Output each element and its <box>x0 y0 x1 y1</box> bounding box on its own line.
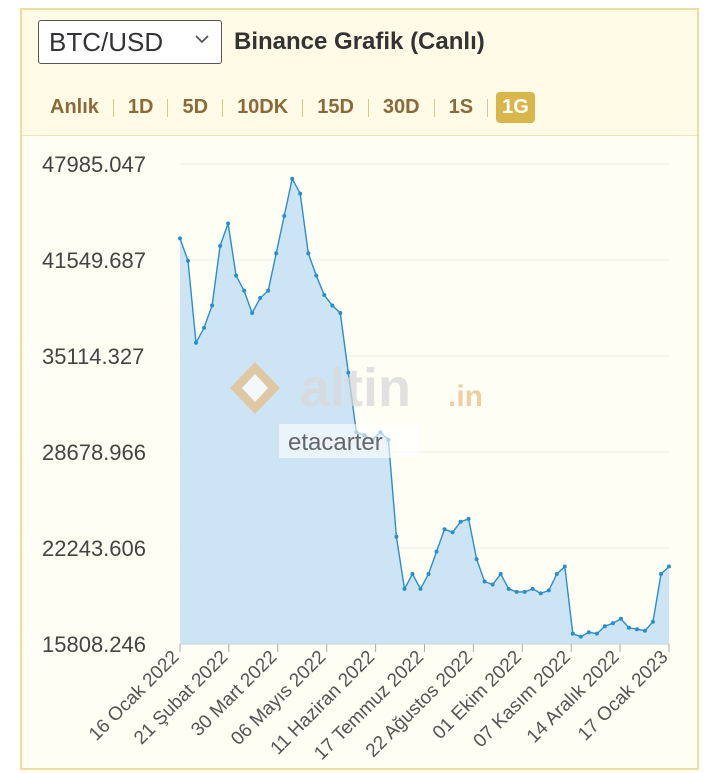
data-point <box>618 616 623 621</box>
chevron-down-icon <box>195 35 209 44</box>
data-point <box>226 221 231 226</box>
pair-select[interactable]: BTC/USD <box>38 20 222 64</box>
data-point <box>330 303 335 308</box>
data-point <box>250 310 255 315</box>
data-point <box>554 572 559 577</box>
tab-separator <box>222 98 224 117</box>
data-point <box>650 619 655 624</box>
widget-header: BTC/USD Binance Grafik (Canlı) <box>22 10 697 81</box>
data-point <box>466 516 471 521</box>
data-point <box>274 251 279 256</box>
watermark-brand: altin <box>300 358 411 418</box>
data-point <box>202 325 207 330</box>
tab-separator <box>433 98 435 117</box>
watermark-user-box <box>279 424 419 458</box>
y-tick-label: 28678.966 <box>42 440 146 465</box>
data-point <box>642 628 647 633</box>
data-point <box>482 579 487 584</box>
data-point <box>610 621 615 626</box>
price-area <box>180 178 669 644</box>
data-point <box>522 589 527 594</box>
tab-1s[interactable]: 1S <box>448 96 474 118</box>
data-point <box>546 588 551 593</box>
data-point <box>402 586 407 591</box>
data-point <box>442 527 447 532</box>
tab-5d[interactable]: 5D <box>182 96 209 118</box>
y-tick-label: 22243.606 <box>42 536 146 561</box>
data-point <box>290 176 295 181</box>
data-point <box>506 586 511 591</box>
widget-title: Binance Grafik (Canlı) <box>234 28 485 55</box>
data-point <box>178 236 182 241</box>
data-point <box>306 251 311 256</box>
data-point <box>234 273 239 278</box>
data-point <box>426 572 431 577</box>
data-point <box>458 519 463 524</box>
tab-1g[interactable]: 1G <box>496 92 535 123</box>
watermark-tld: .in <box>448 380 483 413</box>
pair-select-value: BTC/USD <box>49 26 164 57</box>
data-point <box>434 549 439 554</box>
data-point <box>394 534 399 539</box>
data-point <box>658 572 663 577</box>
data-point <box>298 191 303 196</box>
data-point <box>322 293 327 298</box>
data-point <box>530 586 535 591</box>
watermark-user: etacarter <box>288 429 383 456</box>
data-point <box>474 557 479 562</box>
tab-10dk[interactable]: 10DK <box>237 96 289 118</box>
data-point <box>602 624 607 629</box>
data-point <box>194 340 199 345</box>
data-point <box>578 634 583 639</box>
data-point <box>282 213 287 218</box>
data-point <box>450 530 455 535</box>
tab-30d[interactable]: 30D <box>382 96 420 118</box>
data-point <box>210 303 215 308</box>
data-point <box>594 631 599 636</box>
data-point <box>242 288 247 293</box>
data-point <box>418 586 423 591</box>
data-point <box>667 564 671 569</box>
data-point <box>490 582 495 587</box>
y-tick-label: 15808.246 <box>42 632 146 657</box>
data-point <box>586 630 591 635</box>
data-point <box>570 631 575 636</box>
tab-separator <box>167 98 169 117</box>
data-point <box>634 627 639 632</box>
watermark-logo-inner <box>242 374 268 402</box>
tab-separator <box>487 98 489 117</box>
data-point <box>514 589 519 594</box>
data-point <box>258 296 263 301</box>
tab-anlık[interactable]: Anlık <box>50 96 99 118</box>
data-point <box>626 625 631 630</box>
tab-separator <box>302 98 304 117</box>
tab-1d[interactable]: 1D <box>127 96 154 118</box>
data-point <box>186 258 191 263</box>
data-point <box>314 273 319 278</box>
y-tick-label: 47985.047 <box>42 152 146 177</box>
y-tick-label: 41549.687 <box>42 248 146 273</box>
tab-separator <box>367 98 369 117</box>
data-point <box>266 288 271 293</box>
data-point <box>410 572 415 577</box>
data-point <box>498 572 503 577</box>
data-point <box>538 591 543 596</box>
data-point <box>562 564 567 569</box>
watermark: altin .in <box>230 358 483 418</box>
tab-separator <box>112 98 114 117</box>
interval-tabs: Anlık 1D 5D 10DK 15D 30D 1S 1G <box>22 80 697 136</box>
data-point <box>338 310 343 315</box>
tab-15d[interactable]: 15D <box>317 96 354 118</box>
data-point <box>346 370 351 375</box>
y-tick-label: 35114.327 <box>42 344 144 369</box>
data-point <box>218 243 223 248</box>
